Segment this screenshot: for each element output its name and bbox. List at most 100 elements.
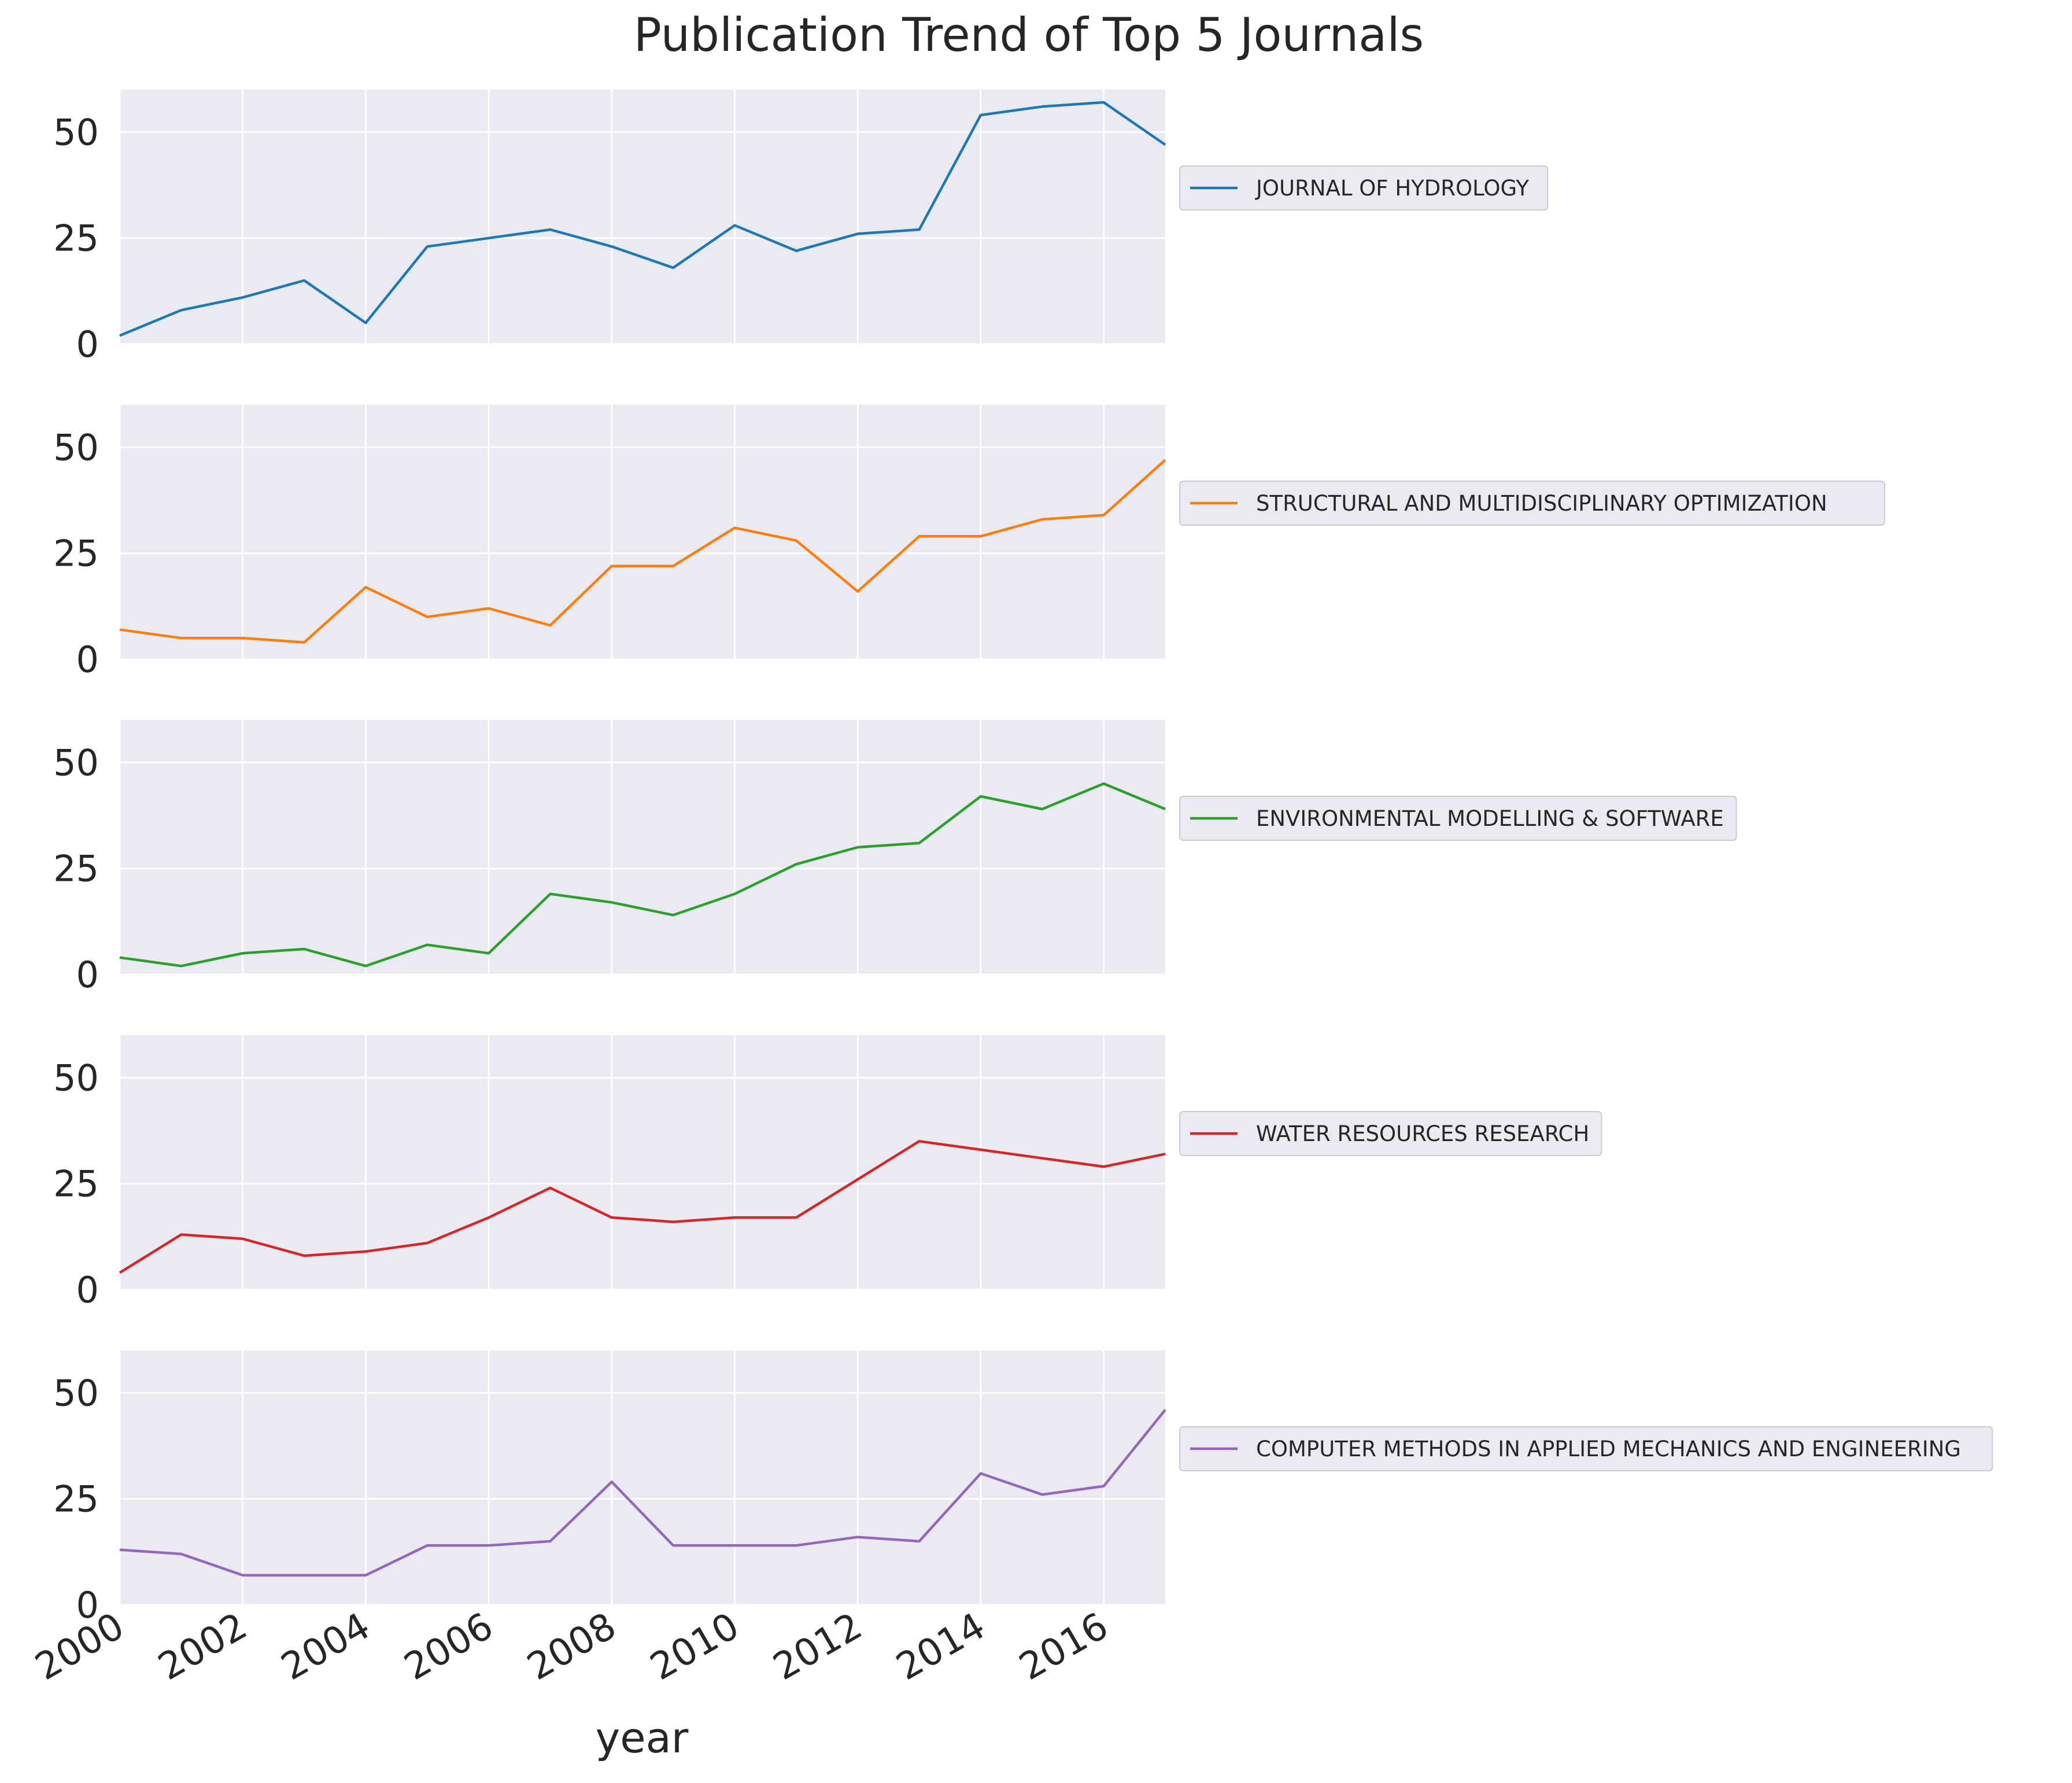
data-point <box>979 1472 983 1475</box>
data-point <box>548 892 552 896</box>
data-point <box>487 237 490 240</box>
data-point <box>426 1241 429 1245</box>
data-point <box>979 795 983 798</box>
data-point <box>671 913 675 917</box>
data-point <box>1040 1157 1044 1160</box>
x-tick-label: 2010 <box>643 1605 746 1689</box>
y-tick-label: 50 <box>53 1057 99 1099</box>
subplot-2: 0 25 50 STRUCTURAL AND MULTIDISCIPLINARY OP… <box>53 405 1885 681</box>
legend: STRUCTURAL AND MULTIDISCIPLINARY OPTIMIZ… <box>1179 481 1885 526</box>
y-tick-label: 0 <box>76 1269 99 1311</box>
data-point <box>548 623 552 627</box>
data-point <box>671 564 675 568</box>
data-point <box>1102 101 1106 104</box>
y-tick-label: 25 <box>53 1163 99 1205</box>
data-point <box>856 1535 859 1539</box>
data-point <box>179 964 183 968</box>
legend: JOURNAL OF HYDROLOGY <box>1179 165 1549 211</box>
data-point <box>487 607 490 610</box>
legend-label: ENVIRONMENTAL MODELLING & SOFTWARE <box>1256 806 1724 831</box>
data-point <box>1102 1485 1106 1488</box>
y-tick-label: 0 <box>76 323 99 366</box>
data-point <box>1164 1408 1167 1412</box>
data-point <box>733 526 737 530</box>
data-point <box>487 1216 490 1219</box>
data-point <box>918 1540 921 1543</box>
data-point <box>733 892 737 896</box>
data-point <box>179 308 183 312</box>
data-point <box>241 636 245 640</box>
x-tick-label: 2016 <box>1013 1605 1116 1689</box>
plot-background <box>120 1035 1165 1290</box>
legend-box <box>1179 481 1885 526</box>
series-line <box>119 101 1166 337</box>
data-point <box>1102 782 1106 785</box>
data-point <box>1040 105 1044 108</box>
data-point <box>610 900 614 904</box>
data-point <box>671 266 675 270</box>
data-point <box>548 1186 552 1190</box>
subplot-4: 0 25 50 WATER RESOURCES RESEARCH <box>53 1035 1602 1311</box>
data-point <box>1164 807 1167 811</box>
subplot-3: 0 25 50 ENVIRONMENTAL MODELLING & SOFTWARE <box>53 720 1737 996</box>
x-tick-label: 2012 <box>766 1605 869 1689</box>
y-tick-label: 0 <box>76 1584 99 1626</box>
legend-label: JOURNAL OF HYDROLOGY <box>1255 176 1529 201</box>
data-point <box>118 334 121 337</box>
subplot-5: 0 25 50 COMPUTER METHODS IN APPLIED MECHANI… <box>53 1350 1993 1626</box>
x-tick-label: 2008 <box>520 1605 623 1689</box>
y-tick-label: 50 <box>53 1372 99 1414</box>
data-point <box>856 1177 859 1181</box>
data-point <box>364 1574 367 1577</box>
x-axis: 2000 2002 2004 2006 2008 2010 2012 2014 2016 <box>28 1605 1116 1689</box>
plot-background <box>120 720 1165 974</box>
data-point <box>1102 1165 1106 1168</box>
data-point <box>302 641 306 644</box>
y-tick-label: 25 <box>53 217 99 260</box>
data-point <box>302 1574 306 1577</box>
data-point <box>364 585 367 589</box>
data-point <box>918 228 921 231</box>
x-tick-label: 2006 <box>397 1605 500 1689</box>
legend-box <box>1179 1111 1602 1156</box>
data-point <box>733 1544 737 1547</box>
data-point <box>241 1237 245 1241</box>
legend-box <box>1179 796 1737 841</box>
x-tick-label: 2004 <box>274 1605 377 1689</box>
data-point <box>241 951 245 955</box>
data-point <box>548 228 552 231</box>
data-point <box>487 1544 490 1547</box>
data-point <box>426 943 429 947</box>
data-point <box>241 1574 245 1577</box>
data-point <box>426 1544 429 1547</box>
data-point <box>179 636 183 640</box>
y-tick-label: 50 <box>53 741 99 784</box>
data-point <box>426 245 429 248</box>
data-point <box>795 249 798 253</box>
data-point <box>795 1544 798 1547</box>
data-point <box>795 539 798 542</box>
data-point <box>1102 514 1106 517</box>
legend: ENVIRONMENTAL MODELLING & SOFTWARE <box>1179 796 1737 841</box>
data-point <box>241 296 245 299</box>
series-line <box>119 459 1166 644</box>
y-tick-label: 25 <box>53 848 99 890</box>
series-line <box>119 1140 1166 1274</box>
data-point <box>302 947 306 951</box>
data-point <box>610 564 614 568</box>
x-axis-label: year <box>596 1714 689 1762</box>
y-tick-label: 0 <box>76 638 99 681</box>
data-point <box>1164 458 1167 462</box>
data-point <box>1164 1152 1167 1156</box>
data-point <box>918 841 921 845</box>
data-point <box>918 1139 921 1143</box>
plot-background <box>120 405 1165 659</box>
data-point <box>671 1220 675 1224</box>
data-point <box>118 1271 121 1275</box>
subplot-1: 0 25 50 JOURNAL OF HYDROLOGY <box>53 90 1549 366</box>
data-point <box>671 1544 675 1547</box>
data-point <box>118 628 121 632</box>
data-point <box>548 1540 552 1543</box>
